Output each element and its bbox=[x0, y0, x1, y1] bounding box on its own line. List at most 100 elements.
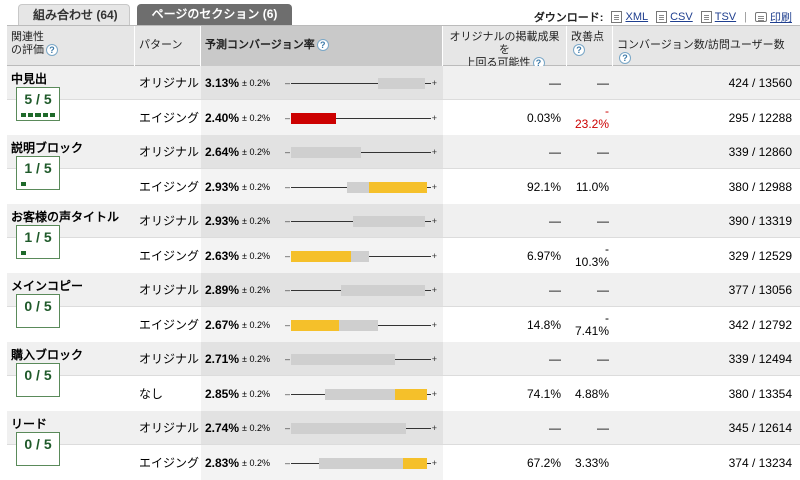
help-icon[interactable]: ? bbox=[619, 52, 631, 65]
rate-value: 2.67% bbox=[205, 317, 240, 332]
improvement: -10.3% bbox=[567, 238, 613, 273]
score-segment bbox=[35, 458, 41, 462]
rate-margin: ± 0.2% bbox=[242, 457, 270, 468]
conversions-visitors: 345 / 12614 bbox=[728, 420, 792, 435]
rate-value: 3.13% bbox=[205, 75, 240, 90]
confidence-interval-bar bbox=[291, 353, 395, 365]
beat-original-probability: 14.8% bbox=[526, 317, 561, 332]
relevance-score-badge: 5 / 5 bbox=[16, 87, 60, 121]
rate-range-cell: – + bbox=[281, 204, 443, 237]
top-bar: 組み合わせ (64) ページのセクション (6) ダウンロード: XML CSV… bbox=[0, 0, 800, 26]
pattern-name: エイジング bbox=[139, 456, 200, 470]
table-row[interactable]: リード オリジナル 2.74% ± 0.2% – + — —345 / 12614 bbox=[7, 411, 800, 445]
rate-margin: ± 0.2% bbox=[242, 353, 270, 364]
table-row[interactable]: メインコピー オリジナル 2.89% ± 0.2% – + — —377 / 13056 bbox=[7, 273, 800, 307]
beat-original-probability: — bbox=[549, 351, 561, 366]
rate-value: 2.63% bbox=[205, 248, 240, 263]
header-predicted-rate[interactable]: 予測コンバージョン率? bbox=[201, 26, 443, 66]
predicted-rate: 3.13% ± 0.2% bbox=[201, 66, 281, 99]
rate-margin: ± 0.2% bbox=[242, 250, 270, 261]
score-segment bbox=[49, 389, 56, 393]
table-row[interactable]: エイジング 2.83% ± 0.2% – +67.2% 3.33% 374 / 13234 bbox=[7, 445, 800, 480]
performance-highlight-bar bbox=[394, 388, 427, 400]
table-row[interactable]: お客様の声タイトル オリジナル 2.93% ± 0.2% – + — —390 / 13319 bbox=[7, 204, 800, 238]
rate-value: 2.89% bbox=[205, 282, 240, 297]
rate-range-bar: – + bbox=[285, 250, 437, 262]
download-csv-link[interactable]: CSV bbox=[656, 11, 693, 23]
plus-tick: + bbox=[431, 112, 437, 123]
table-row[interactable]: エイジング 2.63% ± 0.2% – +6.97% -10.3% 329 / 12529 bbox=[7, 238, 800, 273]
score-segment bbox=[21, 113, 27, 117]
tab-page-sections[interactable]: ページのセクション (6) bbox=[137, 4, 292, 25]
improvement: -7.41% bbox=[567, 307, 613, 342]
minus-tick: – bbox=[285, 181, 291, 192]
section-name: リード bbox=[11, 417, 48, 431]
plus-tick: + bbox=[431, 457, 437, 468]
confidence-interval-bar bbox=[341, 284, 426, 296]
table-row[interactable]: エイジング 2.93% ± 0.2% – +92.1% 11.0% 380 / 12988 bbox=[7, 169, 800, 204]
section-name: 説明ブロック bbox=[11, 141, 84, 155]
table-row[interactable]: エイジング 2.67% ± 0.2% – +14.8% -7.41% 342 / 12792 bbox=[7, 307, 800, 342]
table-row[interactable]: 説明ブロック オリジナル 2.64% ± 0.2% – + — —339 / 12860 bbox=[7, 135, 800, 169]
download-tsv-link[interactable]: TSV bbox=[700, 11, 736, 23]
conversions-visitors: 374 / 13234 bbox=[728, 455, 792, 470]
help-icon[interactable]: ? bbox=[46, 44, 58, 57]
rate-range-bar: – + bbox=[285, 77, 437, 89]
rate-range-cell: – + bbox=[281, 376, 443, 411]
score-segment bbox=[42, 389, 48, 393]
help-icon[interactable]: ? bbox=[316, 39, 329, 52]
conversions-visitors: 339 / 12494 bbox=[728, 351, 792, 366]
predicted-rate: 2.83% ± 0.2% bbox=[201, 445, 281, 480]
tab-combinations[interactable]: 組み合わせ (64) bbox=[18, 4, 130, 25]
score-segment bbox=[42, 251, 48, 255]
performance-highlight-bar bbox=[291, 319, 339, 331]
section-groups: 中見出 オリジナル 3.13% ± 0.2% – + — —424 / 13560 エイジング 2… bbox=[7, 66, 800, 480]
score-segment bbox=[28, 113, 34, 117]
rate-value: 2.93% bbox=[205, 179, 240, 194]
table-row[interactable]: 購入ブロック オリジナル 2.71% ± 0.2% – + — —339 / 12494 bbox=[7, 342, 800, 376]
improvement: 4.88% bbox=[574, 386, 609, 401]
help-icon[interactable]: ? bbox=[573, 44, 585, 57]
table-row[interactable]: 中見出 オリジナル 3.13% ± 0.2% – + — —424 / 13560 bbox=[7, 66, 800, 100]
section-name: 中見出 bbox=[11, 72, 48, 86]
conversions-visitors: 424 / 13560 bbox=[728, 75, 792, 90]
download-xml-link[interactable]: XML bbox=[611, 11, 648, 23]
improvement-value: 23.2% bbox=[574, 116, 609, 131]
improvement: — bbox=[597, 213, 609, 228]
minus-tick: – bbox=[285, 112, 291, 123]
rate-range-bar: – + bbox=[285, 457, 437, 469]
pattern-name: オリジナル bbox=[139, 214, 200, 228]
conversions-visitors: 380 / 12988 bbox=[728, 179, 792, 194]
plus-tick: + bbox=[431, 215, 437, 226]
score-segment bbox=[28, 182, 34, 186]
download-csv-label: CSV bbox=[670, 11, 693, 23]
conversions-visitors: 342 / 12792 bbox=[728, 317, 792, 332]
score-segment bbox=[21, 389, 27, 393]
score-segment bbox=[35, 320, 41, 324]
rate-margin: ± 0.2% bbox=[242, 388, 270, 399]
rate-range-bar: – + bbox=[285, 181, 437, 193]
table-header: 関連性 の評価? パターン 予測コンバージョン率? オリジナルの掲載成果を 上回る可… bbox=[7, 25, 800, 70]
rate-range-bar: – + bbox=[285, 388, 437, 400]
conversions-visitors: 295 / 12288 bbox=[728, 110, 792, 125]
pattern-name: オリジナル bbox=[139, 421, 200, 435]
plus-tick: + bbox=[431, 319, 437, 330]
rate-value: 2.93% bbox=[205, 213, 240, 228]
conversions-visitors: 339 / 12860 bbox=[728, 144, 792, 159]
tsv-file-icon bbox=[700, 11, 712, 23]
results-table: 関連性 の評価? パターン 予測コンバージョン率? オリジナルの掲載成果を 上回る可… bbox=[7, 25, 800, 480]
pattern-name: エイジング bbox=[139, 180, 200, 194]
table-row[interactable]: なし 2.85% ± 0.2% – +74.1% 4.88% 380 / 13354 bbox=[7, 376, 800, 411]
rate-range-bar: – + bbox=[285, 284, 437, 296]
relevance-score-meter bbox=[21, 113, 56, 117]
header-conversions-label: コンバージョン数/訪問ユーザー数 bbox=[617, 39, 785, 51]
score-segment bbox=[28, 320, 34, 324]
print-link[interactable]: 印刷 bbox=[755, 9, 792, 25]
table-row[interactable]: エイジング 2.40% ± 0.2% – +0.03% -23.2% 295 / 12288 bbox=[7, 100, 800, 135]
improvement: 3.33% bbox=[574, 455, 609, 470]
performance-highlight-bar bbox=[291, 112, 336, 124]
header-pattern: パターン bbox=[135, 26, 201, 66]
score-segment bbox=[49, 182, 56, 186]
relevance-score: 0 / 5 bbox=[24, 367, 52, 383]
pattern-name: エイジング bbox=[139, 318, 200, 332]
